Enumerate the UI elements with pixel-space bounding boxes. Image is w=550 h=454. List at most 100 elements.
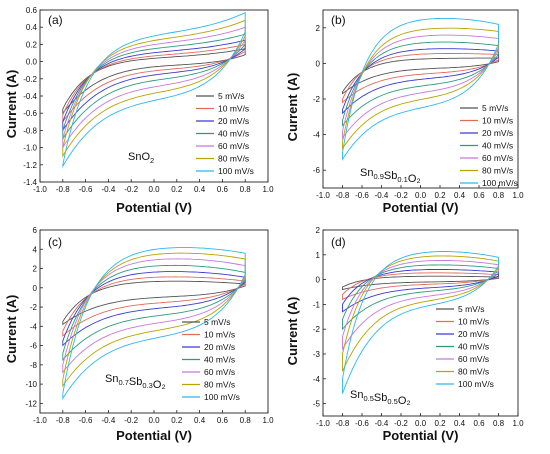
- legend-entry: 60 mV/s: [218, 141, 249, 151]
- y-tick-label: 0: [316, 276, 321, 285]
- cv-curve-80-mV-s: [342, 255, 499, 372]
- legend-entry: 5 mV/s: [458, 304, 484, 314]
- x-tick-label: 0.2: [434, 419, 446, 428]
- cv-curve-60-mV-s: [342, 34, 499, 140]
- x-tick-label: 0.8: [240, 185, 252, 194]
- x-axis-title: Potential (V): [383, 428, 459, 443]
- y-tick-label: 2: [316, 226, 321, 235]
- cv-curve-10-mV-s: [342, 53, 499, 104]
- y-tick-label: -2: [30, 303, 38, 312]
- y-tick-label: -0.2: [23, 75, 37, 84]
- x-tick-label: 0.0: [415, 419, 427, 428]
- cv-curve-100-mV-s: [62, 11, 246, 168]
- y-tick-label: 6: [33, 226, 38, 235]
- legend-entry: 40 mV/s: [218, 129, 249, 139]
- cv-curve-60-mV-s: [342, 259, 499, 351]
- y-tick-label: 2: [33, 265, 38, 274]
- panel-b: -1.0 -0.8 -0.6 -0.4 -0.2 0.0 0.2 0.4 0.6 0.8 1.020…: [285, 9, 524, 215]
- x-tick-label: 0.2: [171, 185, 183, 194]
- legend-entry: 80 mV/s: [458, 367, 489, 377]
- x-tick-label: 0.8: [240, 416, 252, 425]
- panel-a: -1.0 -0.8 -0.6 -0.4 -0.2 0.0 0.2 0.4 0.6 0.8 1.0 0.…: [4, 6, 274, 215]
- cv-curve-100-mV-s: [342, 17, 499, 161]
- cv-curve-40-mV-s: [342, 264, 499, 331]
- x-tick-label: 0.4: [454, 419, 466, 428]
- legend-entry: 60 mV/s: [482, 153, 513, 163]
- cv-curve-20-mV-s: [342, 269, 499, 313]
- x-tick-label: -0.2: [394, 419, 408, 428]
- y-tick-label: -4: [313, 131, 321, 140]
- legend-entry: 40 mV/s: [204, 355, 235, 365]
- y-tick-label: -6: [313, 166, 321, 175]
- panel-label: (a): [48, 13, 63, 27]
- y-tick-label: -8: [30, 361, 38, 370]
- x-tick-label: -0.2: [124, 416, 138, 425]
- legend-entry: 5 mV/s: [218, 91, 244, 101]
- x-tick-label: 0.6: [473, 419, 485, 428]
- y-tick-label: 0.6: [26, 6, 38, 15]
- cv-curve-80-mV-s: [62, 252, 246, 388]
- x-tick-label: 0.6: [473, 191, 485, 200]
- legend-entry: 80 mV/s: [204, 380, 235, 390]
- y-tick-label: -1: [313, 300, 321, 309]
- x-tick-label: -0.8: [336, 191, 350, 200]
- legend-entry: 60 mV/s: [458, 354, 489, 364]
- legend: 5 mV/s 10 mV/s 20 mV/s 40 mV/s 60 mV/s 80 mV/…: [182, 317, 240, 402]
- y-tick-label: -4: [30, 322, 38, 331]
- y-tick-label: 0: [316, 59, 321, 68]
- legend-entry: 20 mV/s: [482, 128, 513, 138]
- legend: 5 mV/s 10 mV/s 20 mV/s 40 mV/s 60 mV/s 80 mV/…: [196, 91, 254, 176]
- x-axis-title: Potential (V): [116, 200, 192, 215]
- y-tick-label: 0.0: [26, 58, 38, 67]
- legend-entry: 100 mV/s: [204, 392, 240, 402]
- x-tick-label: -0.8: [336, 419, 350, 428]
- cv-curve-40-mV-s: [342, 41, 499, 127]
- y-tick-label: -0.6: [23, 109, 37, 118]
- legend-entry: 20 mV/s: [218, 116, 249, 126]
- legend-entry: 10 mV/s: [218, 104, 249, 114]
- x-tick-label: -0.4: [375, 191, 389, 200]
- cv-curve-5-mV-s: [342, 275, 499, 291]
- cv-curve-5-mV-s: [342, 57, 499, 95]
- cv-curve-60-mV-s: [62, 258, 246, 374]
- cv-curve-10-mV-s: [62, 276, 246, 337]
- y-tick-label: -5: [313, 400, 321, 409]
- cv-curve-20-mV-s: [62, 271, 246, 347]
- y-axis-title: Current (A): [285, 73, 300, 142]
- y-tick-label: 0.4: [26, 23, 38, 32]
- x-tick-label: -1.0: [316, 419, 330, 428]
- x-tick-label: -0.2: [394, 191, 408, 200]
- y-tick-label: -1.2: [23, 161, 37, 170]
- legend-entry: 20 mV/s: [458, 329, 489, 339]
- panel-c: -1.0 -0.8 -0.6 -0.4 -0.2 0.0 0.2 0.4 0.6 0.8 1.0 6 4…: [4, 226, 274, 443]
- x-tick-label: 1.0: [512, 191, 524, 200]
- y-tick-label: -10: [25, 380, 37, 389]
- legend-entry: 80 mV/s: [482, 166, 513, 176]
- x-tick-label: -0.6: [79, 185, 93, 194]
- x-tick-label: 1.0: [262, 185, 274, 194]
- x-tick-label: -0.4: [102, 416, 116, 425]
- panel-label: (b): [331, 13, 346, 27]
- x-tick-label: 0.6: [217, 185, 229, 194]
- y-tick-label: -12: [25, 399, 37, 408]
- y-tick-label: -4: [313, 375, 321, 384]
- material-label: SnO2: [128, 151, 154, 165]
- material-label: Sn0.9Sb0.1O₂: [360, 167, 421, 185]
- x-tick-label: -0.8: [56, 185, 70, 194]
- panel-label: (c): [48, 235, 62, 249]
- x-tick-label: 0.2: [171, 416, 183, 425]
- x-tick-label: -0.6: [79, 416, 93, 425]
- x-tick-label: -0.8: [56, 416, 70, 425]
- y-tick-label: -3: [313, 350, 321, 359]
- cv-curve-20-mV-s: [62, 39, 246, 132]
- panel-d: -1.0 -0.8 -0.6 -0.4 -0.2 0.0 0.2 0.4 0.6 0.8 1.0 2 1…: [285, 226, 524, 443]
- cv-curve-10-mV-s: [62, 43, 246, 124]
- legend-entry: 40 mV/s: [458, 342, 489, 352]
- y-axis-title: Current (A): [285, 297, 300, 366]
- x-tick-label: 0.2: [434, 191, 446, 200]
- y-tick-label: 1: [316, 251, 321, 260]
- x-tick-label: 0.8: [493, 419, 505, 428]
- y-tick-label: 0.2: [26, 40, 38, 49]
- cv-curve-40-mV-s: [62, 33, 246, 141]
